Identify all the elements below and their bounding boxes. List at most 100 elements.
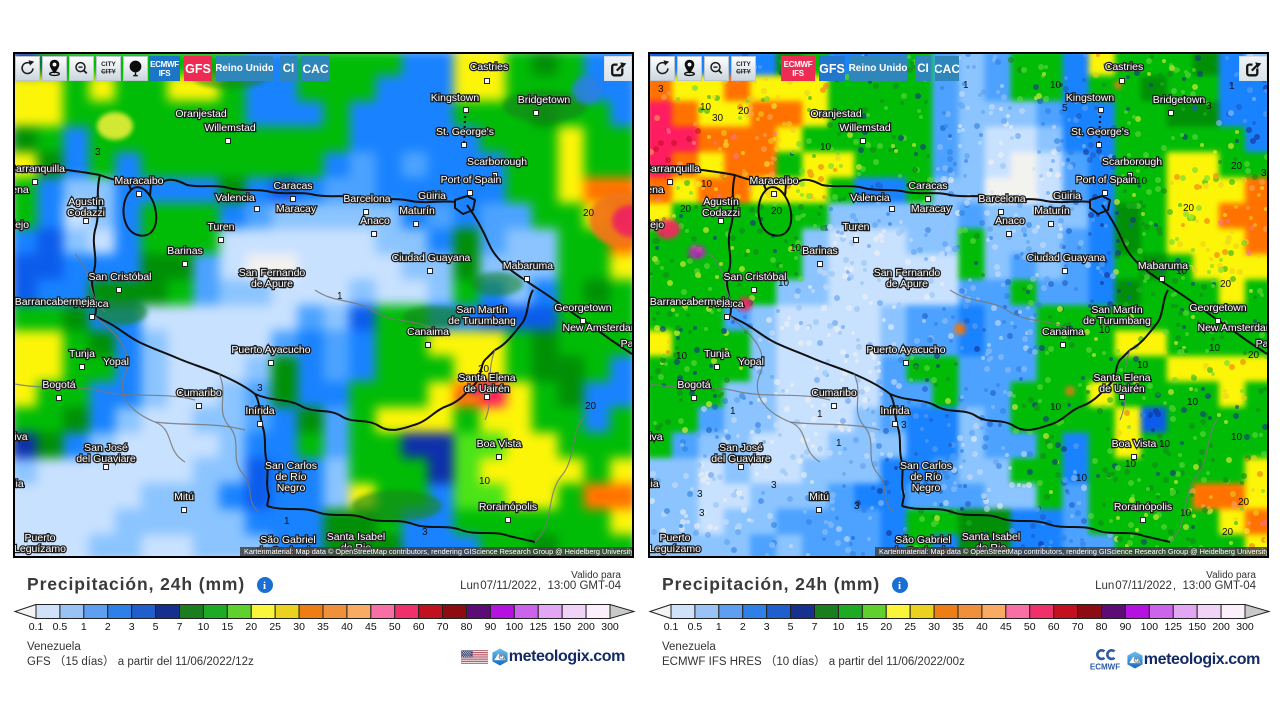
svg-text:San Martín: San Martín bbox=[1091, 304, 1143, 316]
svg-text:Leguízamo: Leguízamo bbox=[15, 543, 66, 555]
svg-text:elejo: elejo bbox=[650, 219, 664, 231]
svg-text:35: 35 bbox=[317, 621, 329, 633]
svg-text:1: 1 bbox=[284, 516, 290, 527]
svg-text:Maracay: Maracay bbox=[911, 203, 952, 215]
svg-text:0.1: 0.1 bbox=[29, 621, 44, 633]
svg-text:Willemstad: Willemstad bbox=[839, 122, 891, 134]
svg-text:10: 10 bbox=[1125, 459, 1137, 470]
svg-text:20: 20 bbox=[680, 204, 692, 215]
svg-text:Kingstown: Kingstown bbox=[1066, 92, 1115, 104]
svg-text:3: 3 bbox=[257, 383, 263, 394]
svg-text:Scarborough: Scarborough bbox=[1102, 156, 1162, 168]
svg-text:150: 150 bbox=[1188, 621, 1206, 633]
svg-text:20: 20 bbox=[585, 401, 597, 412]
svg-text:Inírida: Inírida bbox=[880, 405, 909, 417]
svg-text:1: 1 bbox=[817, 409, 823, 420]
svg-text:60: 60 bbox=[1048, 621, 1060, 633]
svg-text:Barinas: Barinas bbox=[167, 245, 203, 257]
svg-text:1: 1 bbox=[836, 438, 842, 449]
svg-text:San Fernando: San Fernando bbox=[239, 267, 306, 279]
svg-text:Caracas: Caracas bbox=[273, 180, 312, 192]
svg-text:10: 10 bbox=[700, 102, 712, 113]
svg-text:New Amsterdam: New Amsterdam bbox=[562, 322, 632, 334]
svg-text:1: 1 bbox=[1229, 81, 1235, 92]
svg-text:Valencia: Valencia bbox=[215, 192, 255, 204]
svg-text:15: 15 bbox=[221, 621, 233, 633]
svg-text:3: 3 bbox=[658, 84, 664, 95]
svg-text:1: 1 bbox=[963, 80, 969, 91]
svg-text:60: 60 bbox=[413, 621, 425, 633]
svg-text:3: 3 bbox=[764, 621, 770, 633]
svg-text:eiva: eiva bbox=[650, 431, 663, 443]
svg-text:Tunja: Tunja bbox=[704, 348, 730, 360]
svg-text:90: 90 bbox=[1120, 621, 1132, 633]
svg-text:Santa Elena: Santa Elena bbox=[1093, 372, 1150, 384]
svg-text:Yopal: Yopal bbox=[103, 356, 129, 368]
svg-text:10: 10 bbox=[833, 621, 845, 633]
svg-text:Barrancabermeja: Barrancabermeja bbox=[650, 296, 730, 308]
svg-text:Agustín: Agustín bbox=[703, 196, 739, 208]
svg-text:Barrancabermeja: Barrancabermeja bbox=[15, 296, 95, 308]
svg-text:CITY: CITY bbox=[101, 69, 116, 76]
svg-text:de Apure: de Apure bbox=[251, 278, 293, 290]
svg-text:7: 7 bbox=[812, 621, 818, 633]
svg-text:Santa Isabel: Santa Isabel bbox=[962, 531, 1020, 543]
svg-text:40: 40 bbox=[341, 621, 353, 633]
svg-text:Georgetown: Georgetown bbox=[554, 302, 611, 314]
svg-text:Pa: Pa bbox=[621, 338, 632, 350]
svg-text:San Martín: San Martín bbox=[456, 304, 508, 316]
svg-text:5: 5 bbox=[1062, 103, 1068, 114]
svg-text:de Río: de Río bbox=[911, 471, 942, 483]
svg-text:200: 200 bbox=[577, 621, 595, 633]
svg-text:5: 5 bbox=[153, 621, 159, 633]
svg-text:10: 10 bbox=[1209, 343, 1221, 354]
svg-text:Bogotá: Bogotá bbox=[677, 379, 710, 391]
svg-text:20: 20 bbox=[1220, 279, 1232, 290]
svg-text:3: 3 bbox=[1261, 168, 1267, 179]
svg-text:Agustín: Agustín bbox=[68, 196, 104, 208]
svg-text:Bridgetown: Bridgetown bbox=[518, 94, 571, 106]
svg-text:St. George's: St. George's bbox=[436, 126, 494, 138]
svg-text:10: 10 bbox=[1187, 397, 1199, 408]
svg-text:Anaco: Anaco bbox=[360, 215, 390, 227]
svg-text:Boa Vista: Boa Vista bbox=[1112, 438, 1157, 450]
svg-text:10: 10 bbox=[820, 142, 832, 153]
svg-text:San José: San José bbox=[719, 442, 763, 454]
svg-text:Pa: Pa bbox=[1256, 338, 1267, 350]
svg-text:Barinas: Barinas bbox=[802, 245, 838, 257]
svg-text:Leguízamo: Leguízamo bbox=[650, 543, 701, 555]
svg-text:20: 20 bbox=[771, 206, 783, 217]
svg-text:200: 200 bbox=[1212, 621, 1230, 633]
svg-text:80: 80 bbox=[461, 621, 473, 633]
svg-text:de Uairén: de Uairén bbox=[464, 383, 510, 395]
svg-text:3: 3 bbox=[95, 147, 101, 158]
svg-text:Ciudad Guayana: Ciudad Guayana bbox=[392, 252, 471, 264]
svg-text:90: 90 bbox=[485, 621, 497, 633]
svg-text:de Turumbang: de Turumbang bbox=[448, 315, 516, 327]
svg-text:3: 3 bbox=[699, 508, 705, 519]
svg-text:CITY: CITY bbox=[736, 61, 751, 68]
svg-text:Turen: Turen bbox=[842, 221, 869, 233]
svg-text:25: 25 bbox=[904, 621, 916, 633]
svg-text:300: 300 bbox=[1236, 621, 1254, 633]
svg-text:de Apure: de Apure bbox=[886, 278, 928, 290]
svg-text:20: 20 bbox=[1222, 527, 1234, 538]
svg-text:35: 35 bbox=[952, 621, 964, 633]
svg-text:Barcelona: Barcelona bbox=[343, 193, 390, 205]
svg-text:125: 125 bbox=[1164, 621, 1182, 633]
svg-text:Rorainópolis: Rorainópolis bbox=[1114, 501, 1172, 513]
svg-text:Puerto: Puerto bbox=[660, 532, 691, 544]
svg-text:Arauca: Arauca bbox=[710, 298, 743, 310]
svg-text:10: 10 bbox=[1231, 432, 1243, 443]
svg-text:10: 10 bbox=[1050, 80, 1062, 91]
svg-text:10: 10 bbox=[1050, 402, 1062, 413]
svg-text:de Uairén: de Uairén bbox=[1099, 383, 1145, 395]
svg-text:20: 20 bbox=[245, 621, 257, 633]
svg-text:20: 20 bbox=[583, 208, 595, 219]
svg-text:150: 150 bbox=[553, 621, 571, 633]
svg-text:St. George's: St. George's bbox=[1071, 126, 1129, 138]
svg-text:20: 20 bbox=[478, 364, 490, 375]
svg-text:10: 10 bbox=[1076, 473, 1088, 484]
svg-text:1: 1 bbox=[81, 621, 87, 633]
svg-text:10: 10 bbox=[198, 621, 210, 633]
